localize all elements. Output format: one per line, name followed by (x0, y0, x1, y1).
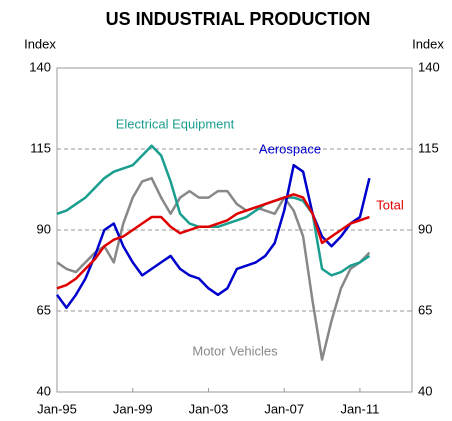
series-label: Aerospace (259, 141, 321, 156)
x-tick-label: Jan-03 (189, 401, 229, 416)
series-label: Motor Vehicles (192, 343, 278, 358)
series-line (56, 193, 370, 290)
series-line (56, 144, 371, 277)
y2-axis-label: Index (412, 36, 444, 51)
x-tick-label: Jan-99 (113, 401, 153, 416)
x-tick-label: Jan-07 (264, 401, 304, 416)
y2-tick-label: 40 (418, 383, 432, 398)
series-line (55, 163, 371, 310)
series-label: Total (376, 197, 404, 212)
y-axis-label: Index (24, 36, 56, 51)
x-tick-label: Jan-11 (341, 401, 380, 416)
y2-tick-label: 65 (418, 302, 432, 317)
y-tick-label: 140 (29, 59, 51, 74)
y-tick-label: 115 (30, 140, 51, 155)
x-tick-label: Jan-95 (37, 401, 77, 416)
y-tick-label: 40 (37, 383, 51, 398)
y-tick-label: 65 (37, 302, 51, 317)
series-line (56, 176, 371, 361)
y2-tick-label: 115 (418, 140, 439, 155)
chart-title: US INDUSTRIAL PRODUCTION (106, 9, 371, 29)
y-tick-label: 90 (37, 221, 51, 236)
series-label: Electrical Equipment (116, 116, 235, 131)
y2-tick-label: 90 (418, 221, 432, 236)
y2-tick-label: 140 (418, 59, 440, 74)
